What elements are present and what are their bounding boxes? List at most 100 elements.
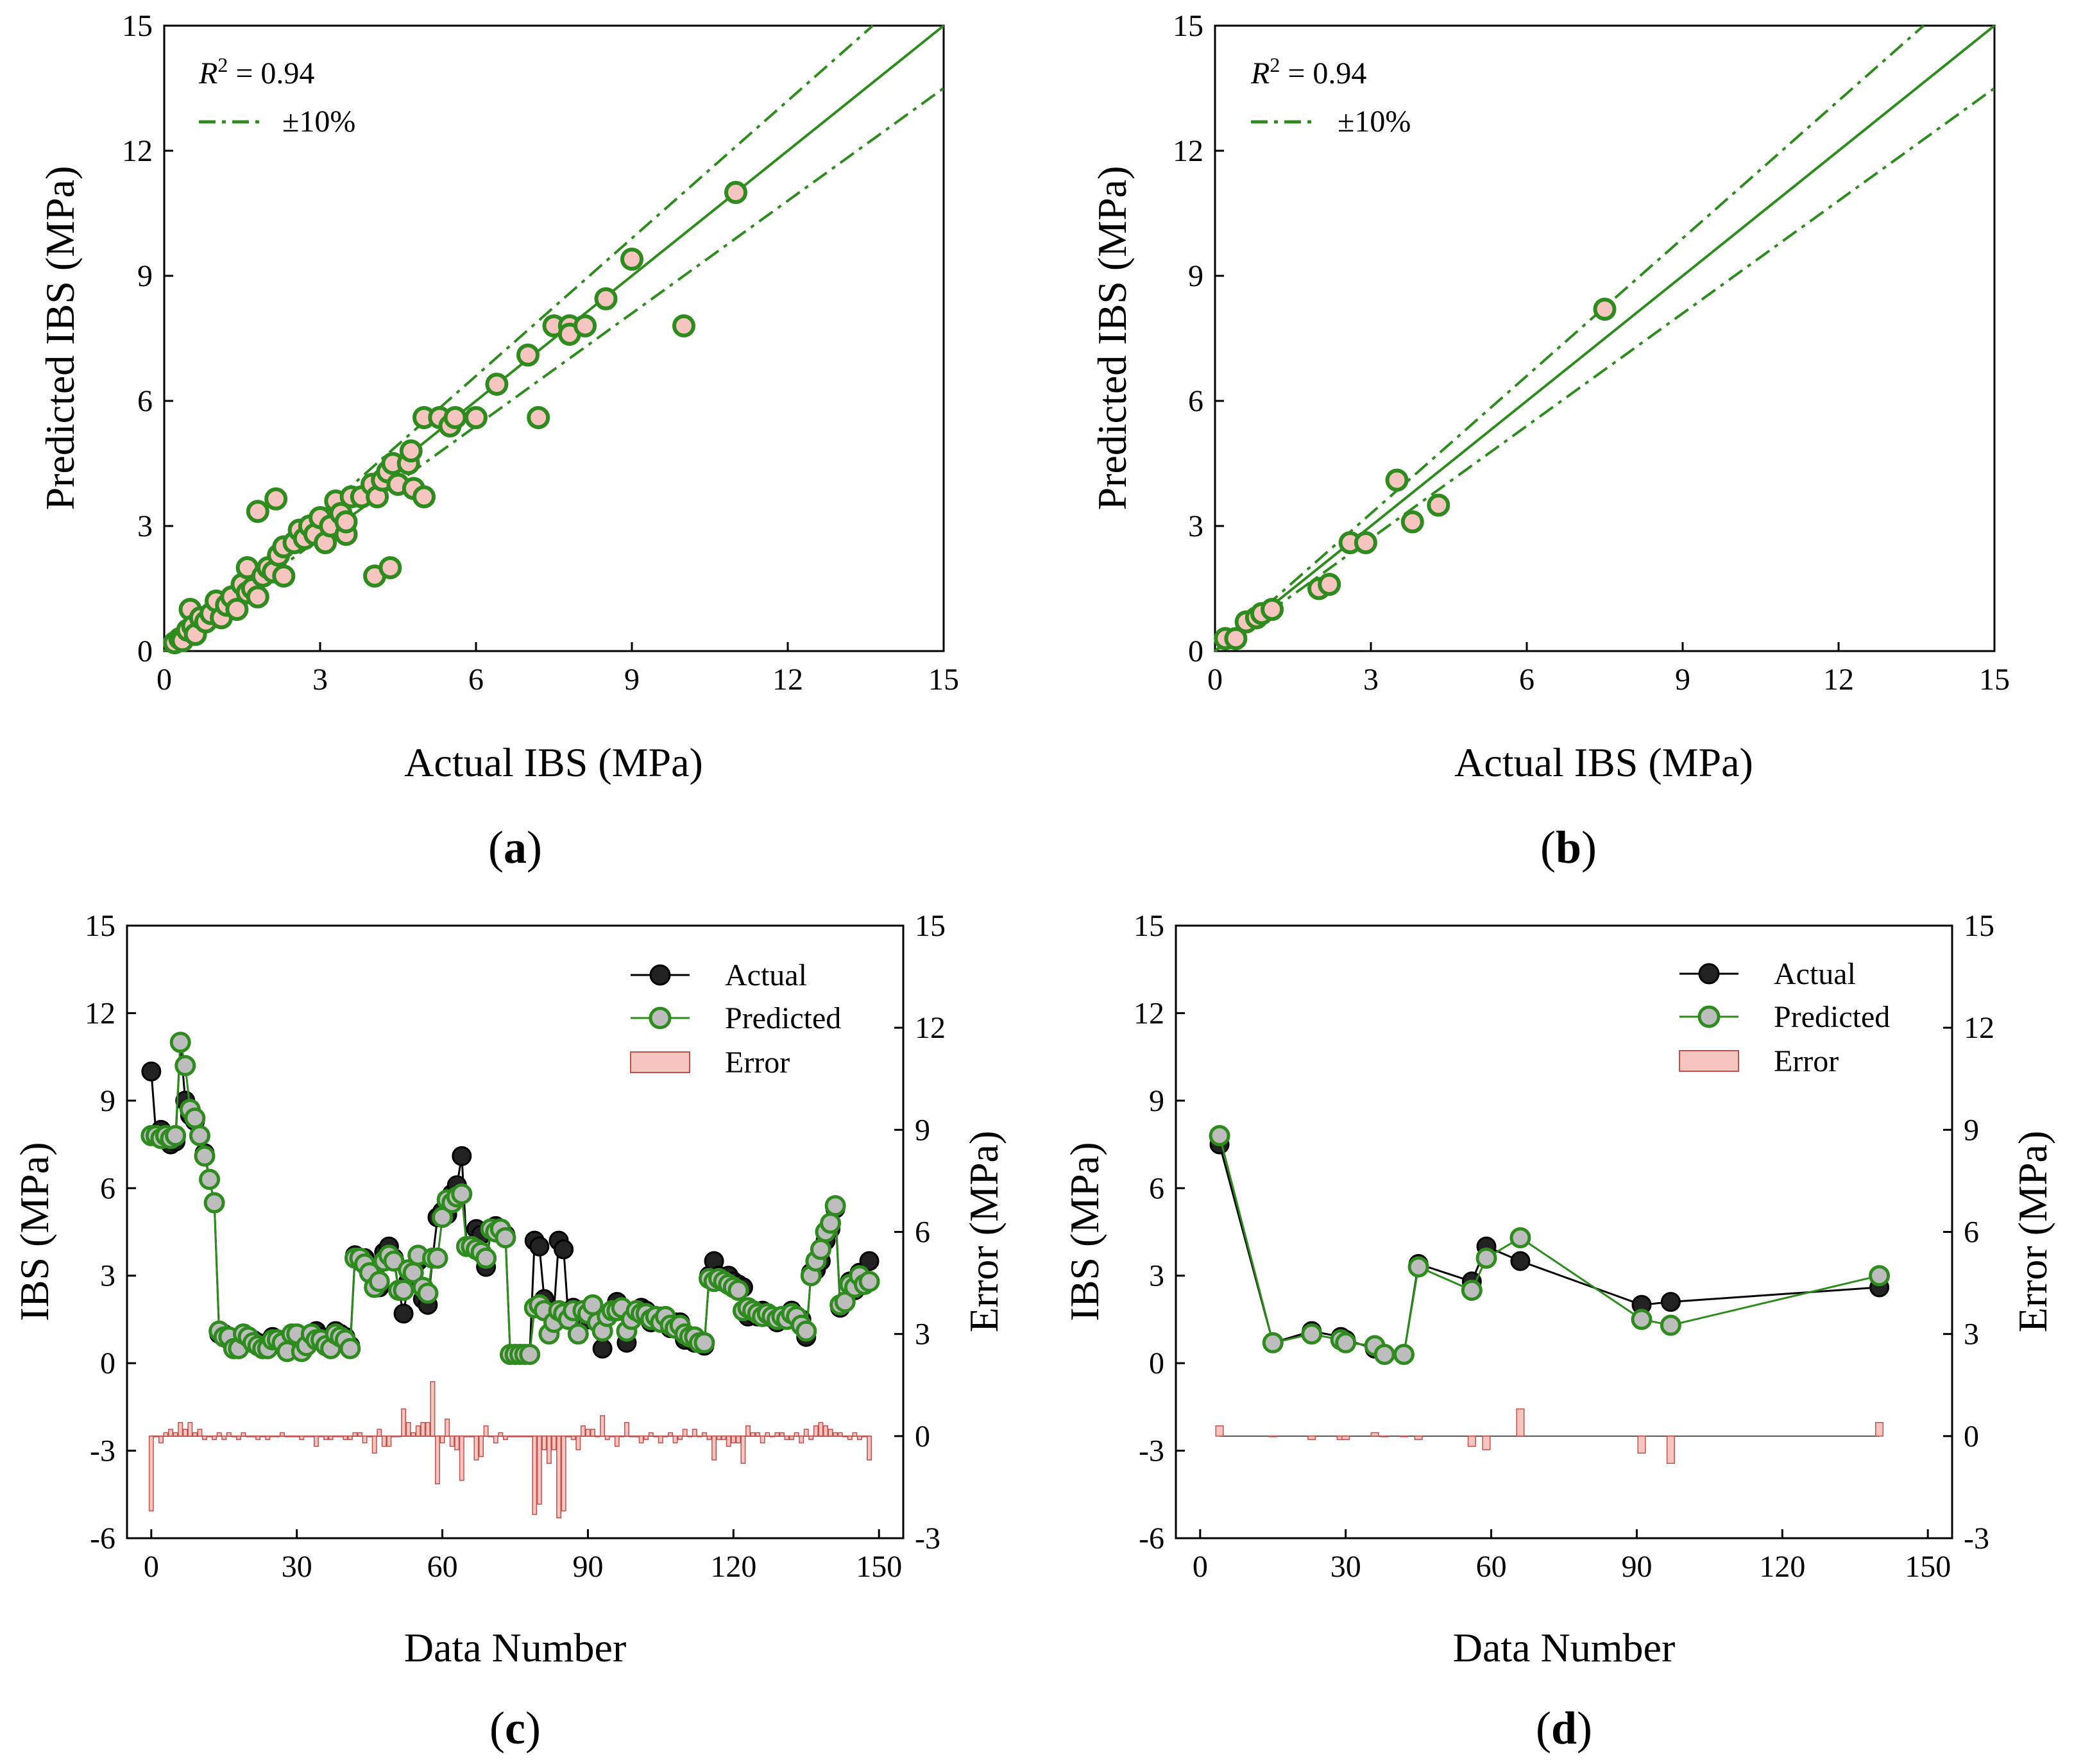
panel-d: 0 30 60 90 120 150 -6 -3 0 3 6 9 12 15 -3 0 3 6 9 12 15 Actu… — [1062, 909, 2055, 1754]
error-bar-c — [760, 1436, 765, 1444]
data-point-b — [1427, 493, 1450, 517]
y-tick-label-b: 12 — [1173, 134, 1203, 168]
y-tick-label-c: -6 — [90, 1522, 115, 1556]
error-bar-c — [163, 1432, 169, 1437]
error-bar-c — [716, 1436, 722, 1440]
error-bar-c — [148, 1436, 154, 1512]
y-tick-label-c: -3 — [90, 1434, 115, 1468]
error-bar-c — [299, 1436, 305, 1440]
data-point-a — [620, 248, 643, 271]
error-bar-c — [638, 1436, 644, 1444]
predicted-point-c — [858, 1271, 880, 1293]
error-bar-c — [711, 1436, 717, 1461]
y-tick-label-d: -3 — [1139, 1434, 1164, 1468]
y-axis-right-label-d: Error (MPa) — [2010, 1131, 2055, 1333]
error-bar-c — [352, 1432, 358, 1437]
error-bar-c — [207, 1436, 212, 1437]
predicted-point-c — [393, 1279, 414, 1301]
error-bar-c — [483, 1425, 489, 1437]
legend-predicted-marker-d — [1697, 1005, 1721, 1028]
y-right-tick-label-c: 15 — [915, 909, 946, 943]
data-point-a — [464, 406, 488, 429]
y-tick-label-b: 15 — [1173, 9, 1203, 43]
predicted-point-c — [169, 1031, 191, 1053]
error-bar-c — [265, 1436, 271, 1440]
error-bar-c — [439, 1436, 445, 1444]
error-bar-c — [246, 1436, 251, 1437]
error-bar-d — [1875, 1421, 1884, 1437]
error-bar-c — [779, 1432, 785, 1437]
error-bar-c — [517, 1436, 523, 1437]
error-bar-c — [371, 1436, 377, 1454]
predicted-point-c — [727, 1279, 749, 1301]
error-bar-c — [624, 1421, 629, 1437]
error-bar-c — [269, 1436, 275, 1437]
actual-point-c — [859, 1251, 880, 1271]
predicted-point-c — [194, 1145, 216, 1167]
error-bar-c — [837, 1432, 843, 1437]
predicted-point-c — [475, 1247, 497, 1269]
error-bar-c — [731, 1436, 736, 1444]
y-right-tick-label-d: 6 — [1964, 1216, 1979, 1250]
error-bar-c — [653, 1436, 659, 1437]
error-bar-c — [808, 1436, 814, 1440]
y-right-tick-label-c: 9 — [915, 1113, 930, 1147]
y-right-tick-label-d: 15 — [1964, 909, 1994, 943]
error-bar-c — [343, 1436, 348, 1440]
error-bar-c — [479, 1436, 484, 1457]
r2-annotation-b: R2 = 0.94 — [1250, 53, 1366, 90]
predicted-point-d — [1509, 1227, 1531, 1249]
y-axis-label-c: IBS (MPa) — [12, 1142, 57, 1321]
predicted-point-c — [451, 1183, 473, 1205]
predicted-point-c — [693, 1332, 715, 1353]
y-tick-label-a: 0 — [137, 634, 153, 668]
error-bar-c — [561, 1436, 566, 1512]
error-bar-c — [629, 1436, 634, 1437]
data-point-a — [724, 181, 747, 204]
error-bar-c — [862, 1436, 867, 1437]
error-bar-c — [803, 1429, 809, 1437]
error-bar-c — [323, 1436, 329, 1440]
error-bar-c — [235, 1436, 241, 1440]
predicted-point-d — [1301, 1323, 1323, 1345]
predicted-point-c — [199, 1169, 221, 1191]
panel-b: 0 3 6 9 12 15 0 3 6 9 12 15 R2 = 0.94 ±10% Actual I… — [1089, 9, 2010, 873]
y-axis-right-label-c: Error (MPa) — [961, 1131, 1007, 1333]
error-bar-c — [401, 1408, 407, 1437]
error-bar-c — [473, 1436, 479, 1461]
error-bar-c — [706, 1436, 712, 1440]
band-legend-label-a: ±10% — [282, 105, 355, 139]
error-bar-c — [774, 1432, 780, 1437]
predicted-point-d — [1869, 1265, 1891, 1287]
y-right-tick-label-d: 3 — [1964, 1318, 1979, 1352]
error-bar-c — [750, 1432, 756, 1437]
error-bar-c — [430, 1381, 436, 1437]
y-tick-label-d: 6 — [1149, 1171, 1164, 1205]
legend-predicted-label-c: Predicted — [725, 1001, 841, 1035]
y-axis-label-d: IBS (MPa) — [1062, 1142, 1107, 1321]
error-bar-c — [158, 1436, 164, 1444]
error-bar-d — [1516, 1408, 1525, 1437]
y-tick-label-b: 9 — [1188, 259, 1203, 293]
data-point-a — [594, 287, 618, 310]
y-tick-label-d: 15 — [1134, 909, 1164, 943]
data-point-b — [1354, 531, 1377, 554]
x-tick-label-c: 0 — [144, 1550, 159, 1584]
predicted-point-c — [417, 1282, 439, 1304]
error-bar-c — [362, 1436, 368, 1444]
y-right-tick-label-c: 6 — [915, 1216, 930, 1250]
x-tick-label-d: 90 — [1621, 1550, 1652, 1584]
y-tick-label-d: -6 — [1139, 1522, 1164, 1556]
y-tick-label-c: 15 — [85, 909, 115, 943]
data-point-a — [264, 487, 288, 511]
x-tick-label-b: 15 — [1979, 663, 2010, 697]
identity-line-b — [1214, 24, 1996, 652]
x-axis-label-a: Actual IBS (MPa) — [404, 740, 703, 785]
error-bar-c — [721, 1436, 727, 1440]
error-bar-c — [769, 1436, 775, 1437]
y-right-tick-label-d: 9 — [1964, 1113, 1979, 1147]
error-bar-c — [488, 1436, 494, 1437]
data-point-b — [1593, 298, 1617, 321]
error-bar-c — [619, 1436, 625, 1437]
